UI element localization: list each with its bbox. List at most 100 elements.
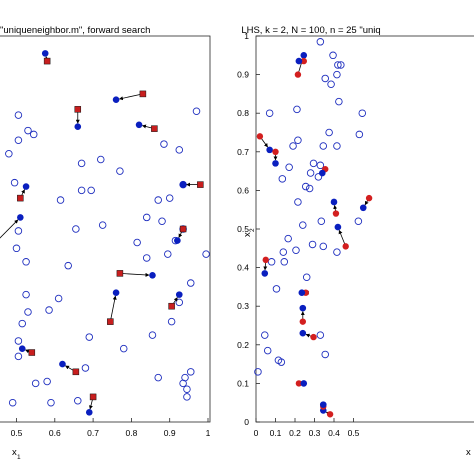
unmoved-point [321, 350, 329, 359]
unmoved-point [272, 285, 281, 293]
x-tick-label: 0.7 [87, 428, 99, 438]
unmoved-point [325, 128, 333, 137]
original-point [139, 90, 147, 98]
unmoved-point [14, 227, 23, 235]
unmoved-point [175, 146, 184, 154]
y-tick-label: 0.7 [237, 147, 249, 157]
unmoved-point [293, 105, 301, 114]
moved-point [330, 198, 338, 206]
unmoved-point [358, 109, 367, 117]
x-tick-label: 0.5 [348, 428, 360, 438]
unmoved-point [74, 397, 82, 405]
unmoved-point [265, 109, 274, 117]
right-y-axis-label-subscript: 2 [249, 228, 256, 232]
unmoved-point [302, 273, 311, 282]
unmoved-point [280, 258, 289, 266]
unmoved-point [14, 111, 23, 119]
right-y-axis-label: x [242, 232, 253, 237]
unmoved-point [87, 186, 95, 195]
moved-point [261, 270, 269, 277]
unmoved-point [321, 74, 329, 83]
unmoved-point [56, 196, 65, 204]
unmoved-point [316, 331, 325, 339]
original-point [299, 318, 306, 325]
unmoved-point [24, 126, 32, 135]
unmoved-point [317, 217, 326, 226]
moved-point [295, 57, 303, 65]
unmoved-point [179, 225, 187, 233]
original-point [89, 393, 97, 401]
unmoved-point [22, 290, 30, 299]
unmoved-point [294, 136, 302, 144]
unmoved-point [43, 377, 51, 386]
y-tick-label: 1 [244, 31, 249, 41]
original-point [72, 368, 80, 376]
unmoved-point [97, 155, 105, 164]
unmoved-point [148, 331, 157, 339]
unmoved-point [10, 178, 19, 187]
moved-point [112, 289, 120, 296]
unmoved-point [301, 182, 310, 191]
right-title: LHS, k = 2, N = 100, n = 25 "uniq [241, 25, 380, 36]
unmoved-point [202, 250, 210, 258]
moved-point [179, 181, 187, 188]
y-tick-label: 0.1 [237, 378, 249, 388]
moved-point [300, 380, 308, 387]
x-tick-label: 0.3 [309, 428, 321, 438]
unmoved-point [187, 368, 195, 376]
move-arrow [119, 272, 150, 277]
moved-point [299, 304, 307, 312]
moved-point [112, 96, 120, 103]
unmoved-point [77, 186, 86, 195]
moved-point [85, 409, 93, 416]
move-arrow [119, 93, 143, 101]
unmoved-point [119, 344, 128, 353]
unmoved-point [45, 306, 53, 314]
original-point [365, 194, 373, 202]
unmoved-point [5, 149, 13, 158]
unmoved-point [308, 240, 317, 249]
unmoved-point [355, 130, 364, 139]
left-data-marks [0, 50, 210, 416]
unmoved-point [319, 242, 328, 251]
y-tick-label: 0.8 [237, 108, 249, 118]
original-point [342, 243, 349, 250]
original-point [17, 194, 24, 202]
unmoved-point [316, 161, 325, 170]
y-tick-label: 0.4 [237, 263, 249, 273]
original-point [295, 380, 303, 387]
x-tick-label: 0.1 [270, 428, 282, 438]
unmoved-point [154, 196, 162, 204]
y-tick-label: 0.9 [237, 70, 249, 80]
moved-point [74, 123, 82, 131]
moved-point [300, 52, 308, 59]
unmoved-point [31, 379, 40, 388]
x-tick-label: 0.4 [328, 428, 340, 438]
moved-point [22, 183, 30, 190]
moved-point [18, 345, 26, 352]
moved-point [174, 237, 181, 244]
unmoved-point [254, 368, 262, 376]
unmoved-point [167, 317, 176, 326]
moved-point [149, 272, 156, 279]
move-arrow [0, 219, 19, 239]
moved-point [59, 360, 66, 368]
original-point [151, 125, 158, 132]
unmoved-point [289, 142, 297, 150]
x-tick-label: 0.9 [164, 428, 176, 438]
unmoved-point [142, 254, 151, 262]
unmoved-point [72, 225, 80, 233]
unmoved-point [85, 333, 94, 341]
unmoved-point [14, 136, 23, 144]
unmoved-point [154, 373, 162, 382]
moved-point [319, 401, 327, 408]
x-tick-label: 0.6 [49, 428, 61, 438]
x-tick-label: 0 [254, 428, 259, 438]
moved-point [334, 223, 342, 231]
original-point [326, 411, 334, 418]
unmoved-point [337, 61, 345, 69]
unmoved-point [329, 51, 337, 60]
y-tick-label: 0.5 [237, 224, 249, 234]
unmoved-point [327, 80, 335, 88]
x-tick-label: 1 [206, 428, 211, 438]
